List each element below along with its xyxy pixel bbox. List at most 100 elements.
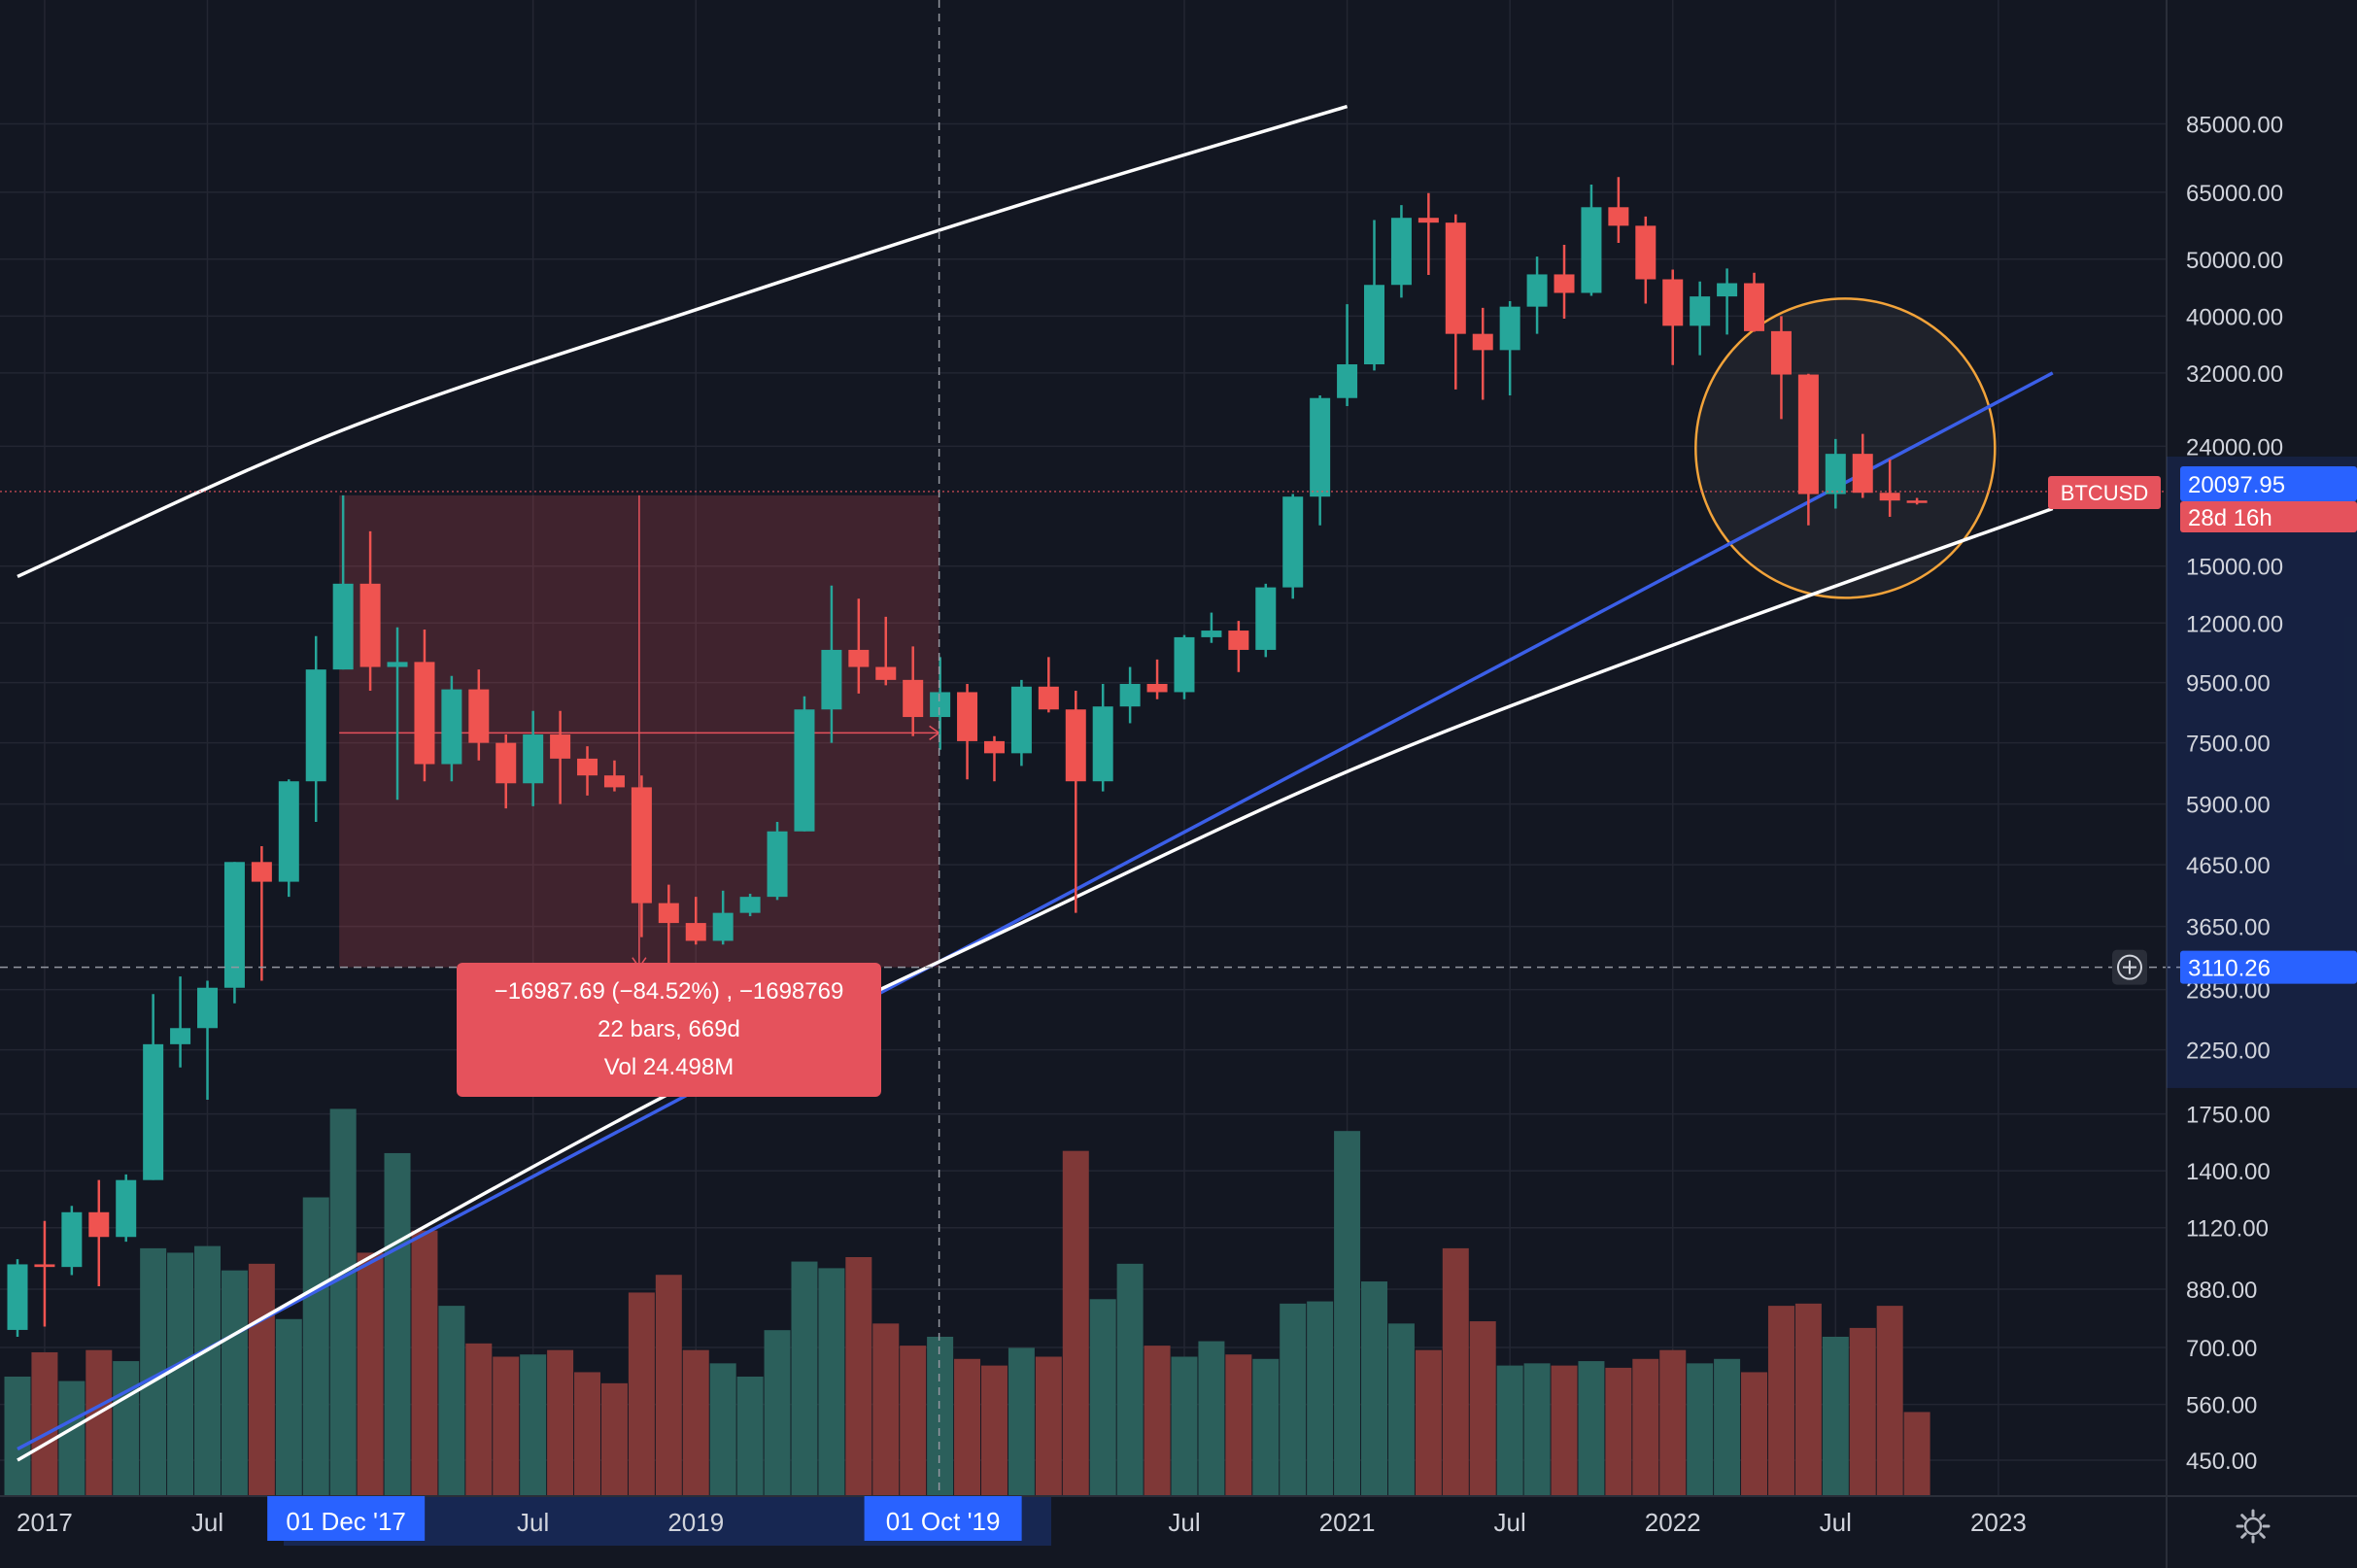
volume-bar (1903, 1412, 1930, 1496)
candle-body (523, 734, 544, 784)
candle-body (875, 666, 897, 680)
candle-body (1526, 274, 1548, 307)
volume-bar (1415, 1349, 1442, 1496)
candle-body (88, 1211, 110, 1238)
candle-body (1635, 225, 1657, 280)
volume-bar (1307, 1301, 1334, 1496)
volume-bar (1605, 1367, 1632, 1496)
price-tick-label: 700.00 (2186, 1336, 2257, 1362)
volume-bar (547, 1349, 574, 1496)
highlight-circle-ring (1694, 297, 1997, 599)
volume-bar (980, 1365, 1008, 1496)
candle-body (1310, 397, 1331, 497)
candle-body (387, 662, 408, 667)
candle-body (1065, 709, 1086, 782)
price-tick-label: 24000.00 (2186, 434, 2283, 460)
price-tick-label: 1400.00 (2186, 1159, 2271, 1185)
time-tick-label: Jul (191, 1508, 223, 1537)
volume-bar (1361, 1281, 1387, 1496)
upper-band (17, 104, 1349, 579)
price-tick-label: 50000.00 (2186, 248, 2283, 274)
candle-body (794, 709, 815, 832)
lower-band (17, 506, 2054, 1462)
volume-bar (31, 1351, 58, 1496)
price-tick-label: 5900.00 (2186, 793, 2271, 819)
price-tick-label: 85000.00 (2186, 113, 2283, 139)
candle-body (1825, 454, 1846, 494)
crosshair-plus-icon[interactable] (2112, 949, 2147, 985)
price-tick-label: 1750.00 (2186, 1103, 2271, 1129)
candle-body (1255, 587, 1277, 650)
crosshair-price-label: 3110.26 (2188, 956, 2271, 982)
candle-body (603, 775, 625, 788)
candle-body (712, 912, 734, 941)
symbol-tag-bg (2048, 475, 2161, 509)
time-axis[interactable]: 2017 Jul Jul 2019 Jul 2021 Jul 2022 Jul 2023 01 De… (0, 1495, 2357, 1546)
volume-bar (411, 1230, 438, 1496)
volume-bar (1794, 1303, 1822, 1496)
volume-bar (900, 1346, 927, 1496)
price-tick-label: 9500.00 (2186, 671, 2271, 698)
candle-body (1445, 222, 1466, 334)
volume-bar (1741, 1372, 1768, 1496)
candle-body (305, 669, 326, 782)
volume-bar (1496, 1365, 1523, 1496)
candle-body (739, 897, 761, 913)
countdown-label: 28d 16h (2188, 505, 2272, 531)
volume-bar (1116, 1263, 1144, 1496)
measurement-bars: 22 bars, 669d (598, 1016, 740, 1042)
candle-body (550, 734, 571, 759)
volume-bar (1387, 1323, 1415, 1496)
volume-bar (113, 1361, 140, 1496)
price-tick-label: 7500.00 (2186, 732, 2271, 758)
volume-bar (493, 1356, 520, 1496)
candle-body (1038, 686, 1059, 710)
volume-bar (1767, 1306, 1794, 1496)
time-tick-label: 2019 (667, 1508, 724, 1537)
volume-bar (194, 1245, 222, 1496)
highlight-circle[interactable] (1694, 297, 1997, 599)
time-tick-label: 2023 (1970, 1508, 2027, 1537)
volume-bar (85, 1349, 113, 1496)
volume-bar (1659, 1349, 1687, 1496)
candle-body (1852, 454, 1873, 494)
candle-body (116, 1179, 137, 1238)
candle-body (658, 903, 679, 924)
volume-bar (302, 1197, 329, 1496)
volume-bar (1008, 1347, 1035, 1496)
volume-bar (600, 1382, 628, 1496)
price-tick-label: 2250.00 (2186, 1039, 2271, 1065)
price-tick-label: 1120.00 (2186, 1216, 2269, 1243)
time-flag-label: 01 Oct '19 (886, 1507, 1001, 1536)
crosshair-plus-cross (2123, 960, 2136, 974)
price-tick-label: 450.00 (2186, 1449, 2257, 1475)
volume-bar (1089, 1299, 1116, 1496)
price-tick-label: 32000.00 (2186, 361, 2283, 388)
countdown-label-bg (2180, 500, 2357, 532)
candle-body (930, 692, 951, 718)
volume-bar (1334, 1131, 1361, 1496)
candle-body (170, 1028, 191, 1044)
candle-body (1282, 496, 1304, 588)
candle-body (61, 1211, 83, 1268)
candle-body (631, 787, 652, 903)
volume-bar (1687, 1363, 1714, 1496)
volume-bar (1632, 1358, 1659, 1496)
trend-lines[interactable] (17, 104, 2054, 1462)
volume-bar (167, 1252, 194, 1496)
candle-body (1364, 285, 1384, 365)
settings-gear-icon[interactable] (2232, 1505, 2274, 1548)
volume-bar (1144, 1346, 1171, 1496)
volume-bar (709, 1363, 736, 1496)
volume-bar (682, 1349, 709, 1496)
volume-bar (954, 1358, 981, 1496)
volume-bar (384, 1152, 411, 1496)
candle-body (495, 742, 517, 784)
time-flag-label: 01 Dec '17 (286, 1507, 406, 1536)
blue-trendline (17, 371, 2054, 1451)
candle-body (441, 689, 462, 765)
candle-body (983, 740, 1005, 754)
time-tick-label: 2017 (17, 1508, 73, 1537)
candle-body (359, 583, 381, 667)
